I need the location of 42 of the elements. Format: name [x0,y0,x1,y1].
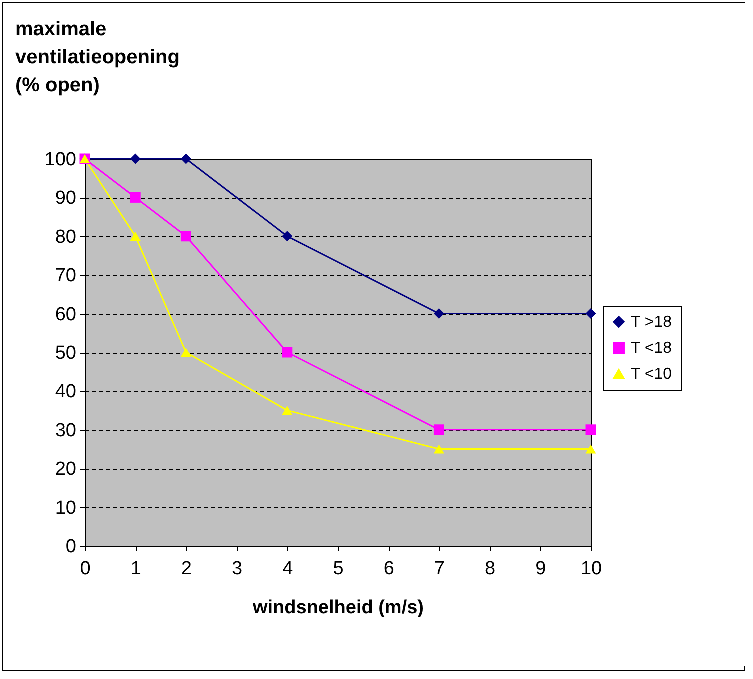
y-tick-label: 40 [55,382,76,403]
y-tick-label: 10 [55,498,76,519]
x-tick-label: 3 [232,558,243,580]
point [130,192,141,203]
y-tick-label: 60 [55,304,76,326]
x-tick-label: 7 [434,558,445,580]
x-tick-label: 9 [536,558,546,580]
x-tick-label: 2 [181,558,192,580]
point [586,424,596,436]
point [130,154,141,164]
y-tick-label: 50 [55,343,76,364]
point [282,406,293,416]
point [130,232,141,241]
y-tick-label: 90 [55,188,76,210]
x-tick-label: 6 [384,558,394,580]
point [434,308,444,320]
y-tick-label: 0 [66,536,76,558]
y-tick-label: 70 [55,266,76,287]
x-axis-title: windsnelheid (m/s) [252,598,424,618]
point [282,231,293,242]
x-tick-label: 8 [485,558,496,580]
point [586,308,596,320]
x-tick-label: 5 [333,558,344,580]
point [434,424,444,436]
point [282,347,293,358]
point [586,444,596,454]
point [180,231,192,242]
y-tick-label: 80 [55,226,76,248]
y-axis-title: maximale ventilatieopening (% open) [16,18,180,96]
legend-label: T <18 [631,340,672,358]
x-tick-label: 0 [80,558,91,580]
y-tick-label: 100 [44,150,76,170]
x-tick-label: 1 [130,558,142,580]
point [180,154,192,164]
legend-label: T >18 [631,314,672,332]
y-tick-label: 20 [55,459,76,480]
point [434,444,444,454]
x-tick-label: 10 [580,558,602,580]
point [180,348,192,358]
y-tick-label: 30 [55,420,76,442]
x-tick-label: 4 [282,558,294,580]
legend-label: T <10 [631,366,672,384]
